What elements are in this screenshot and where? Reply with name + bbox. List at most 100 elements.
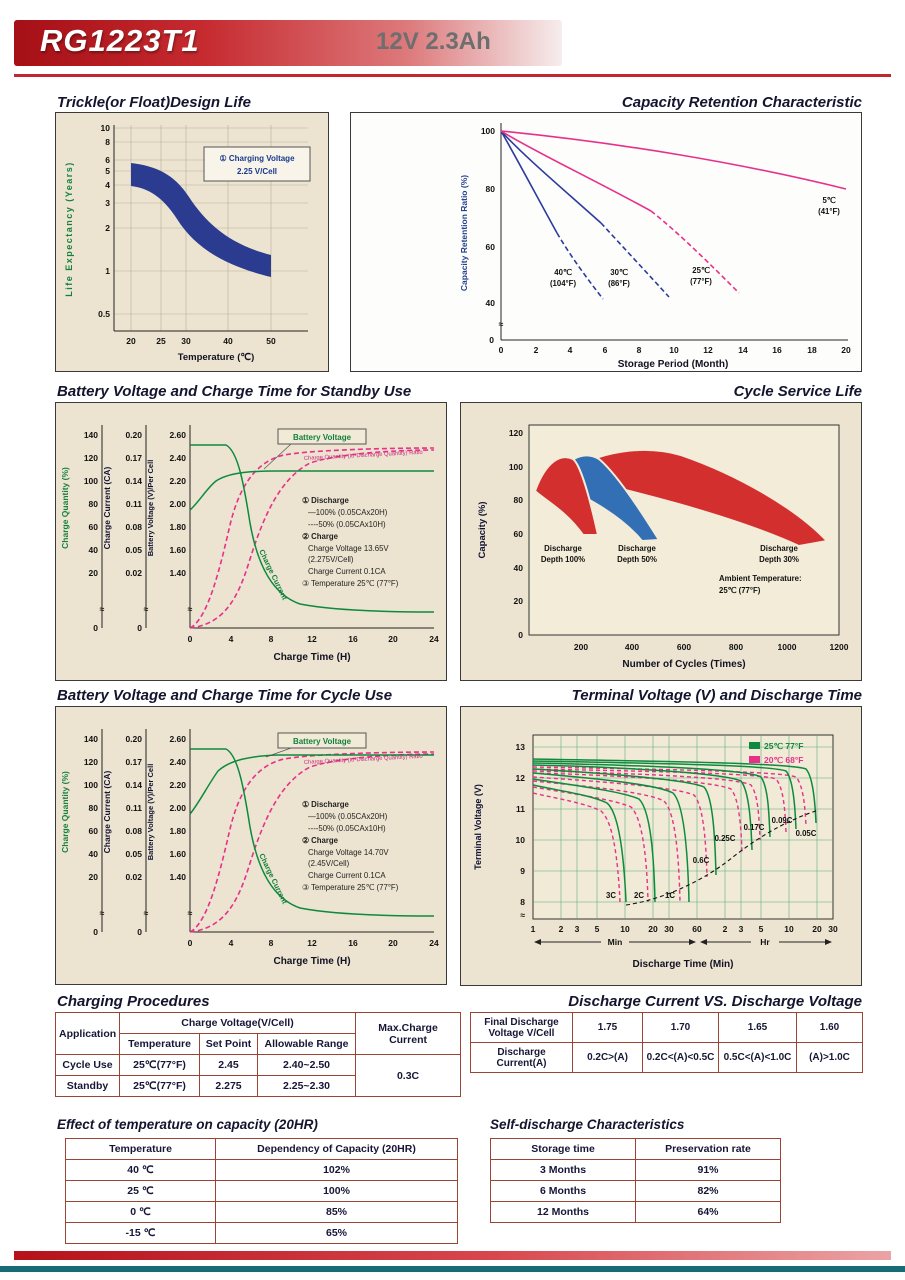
x-tick-label: 12 — [307, 938, 317, 948]
x-tick-label: 24 — [429, 938, 439, 948]
note-line: ① Discharge — [302, 496, 350, 505]
x-tick-label: 14 — [738, 345, 748, 355]
curve-30c-solid — [500, 130, 602, 224]
y-tick-label: 0.17 — [125, 453, 142, 463]
x-tick-label: 24 — [429, 634, 439, 644]
x-tick-label: 1 — [531, 924, 536, 934]
y-tick-label: 0.11 — [126, 499, 142, 509]
x-axis-label: Number of Cycles (Times) — [622, 659, 745, 670]
y-tick-label: 120 — [84, 453, 98, 463]
y-tick-labels: 120 100 80 60 40 20 0 — [509, 428, 523, 640]
x-tick-label: 1200 — [830, 642, 849, 652]
table-cell: 91% — [635, 1159, 781, 1181]
curve-25c-solid — [500, 130, 652, 212]
legend-label-20c: 20℃ 68°F — [764, 755, 803, 765]
y-axis-label: Capacity Retention Ratio (%) — [459, 175, 469, 291]
y-tick-label: 60 — [514, 529, 524, 539]
grid — [114, 125, 308, 331]
legend-line-1: ① Charging Voltage — [219, 154, 295, 163]
y-tick-label: 1 — [105, 266, 110, 276]
conditions-note: ① Discharge —100% (0.05CAx20H) ----50% (… — [302, 800, 399, 892]
design-life-svg: 10 8 6 5 4 3 2 1 0.5 20 25 30 40 50 Temp… — [64, 123, 311, 363]
axis-break: ≈ — [520, 910, 525, 920]
y-axis-label: Terminal Voltage (V) — [473, 784, 483, 870]
y-tick-label: 2.60 — [169, 430, 186, 440]
y-tick-label: 2.20 — [169, 780, 186, 790]
min-section-label: Min — [608, 937, 623, 947]
table-cell: 6 Months — [490, 1180, 636, 1202]
y-tick-label: 120 — [84, 757, 98, 767]
table-cell: 25 ℃ — [65, 1180, 216, 1202]
callout-line — [263, 443, 292, 470]
y-tick-label: 0.20 — [125, 430, 142, 440]
y-tick-label: 0.5 — [98, 309, 110, 319]
y-tick-label: 13 — [516, 742, 526, 752]
y-tick-label: 1.60 — [169, 545, 186, 555]
y-tick-label: 0.11 — [126, 803, 142, 813]
axis-break: ≈ — [144, 908, 149, 918]
terminal-voltage-chart: 3C 2C 1C 0.6C 0.25C 0.17C 0.09C 0.05C 13… — [460, 706, 862, 986]
table-row: 25 ℃ 100% — [65, 1180, 458, 1202]
table-cell: 100% — [215, 1180, 458, 1202]
rate-label: 0.05C — [796, 829, 817, 838]
x-tick-label: 0 — [188, 938, 193, 948]
y-tick-label: 40 — [89, 545, 99, 555]
x-tick-label: 400 — [625, 642, 639, 652]
y-tick-label: 0.08 — [125, 522, 142, 532]
table-cell: -15 ℃ — [65, 1222, 216, 1244]
note-line: —100% (0.05CAx20H) — [308, 812, 388, 821]
table-cell: 2.45 — [199, 1054, 258, 1076]
legend-swatch-25c — [749, 742, 760, 749]
y-tick-label: 11 — [516, 804, 525, 814]
x-tick-label: 60 — [692, 924, 702, 934]
table-cell: 1.60 — [796, 1012, 863, 1043]
conditions-note: ① Discharge —100% (0.05CAx20H) ----50% (… — [302, 496, 399, 588]
table-cell: Final Discharge Voltage V/Cell — [470, 1012, 573, 1043]
y-tick-label: 140 — [84, 430, 98, 440]
note-line: (2.45V/Cell) — [308, 859, 350, 868]
battery-voltage-label-box — [277, 732, 367, 749]
y-tick-label: 40 — [486, 298, 496, 308]
table-cell: 1.75 — [572, 1012, 643, 1043]
y-tick-label: 10 — [516, 835, 526, 845]
y-tick-label: 0.20 — [125, 734, 142, 744]
x-tick-label: 20 — [812, 924, 822, 934]
charge-quantity-100-curve — [189, 751, 435, 933]
model-name: RG1223T1 — [40, 23, 200, 58]
rate-label: 2C — [634, 891, 644, 900]
legend-swatch-20c — [749, 756, 760, 763]
y-tick-label: 2.60 — [169, 734, 186, 744]
current-axis-label: Charge Current (CA) — [102, 771, 112, 854]
series-label-30c: 30℃ — [610, 268, 628, 277]
y-tick-label: 0.08 — [125, 826, 142, 836]
depth-30-label: Depth 30% — [759, 555, 799, 564]
x-tick-label: 5 — [595, 924, 600, 934]
y-tick-label: 12 — [516, 773, 526, 783]
table-row: Cycle Use 25℃(77°F) 2.45 2.40~2.50 0.3C — [55, 1054, 462, 1097]
axis-break: ≈ — [100, 908, 105, 918]
x-tick-label: 8 — [637, 345, 642, 355]
x-tick-label: 0 — [188, 634, 193, 644]
rate-label: 0.6C — [693, 856, 710, 865]
discharge-curves-25c — [532, 758, 817, 903]
table-cell: 12 Months — [490, 1201, 636, 1223]
x-tick-label: 16 — [348, 938, 358, 948]
x-tick-label: 1000 — [778, 642, 797, 652]
battery-voltage-label-box — [277, 428, 367, 445]
x-tick-label: 4 — [229, 634, 234, 644]
cycle-service-life-chart: 120 100 80 60 40 20 0 200 400 600 800 10… — [460, 402, 862, 681]
cutoff-voltage-line — [625, 809, 820, 906]
x-tick-label: 2 — [559, 924, 564, 934]
y-tick-label: 0.05 — [125, 849, 142, 859]
title-charging-procedures: Charging Procedures — [57, 993, 210, 1010]
depth-100-label: Depth 100% — [541, 555, 585, 564]
curve-5c — [500, 130, 847, 190]
y-tick-label: 8 — [105, 137, 110, 147]
y-tick-label: 6 — [105, 155, 110, 165]
x-tick-label: 18 — [807, 345, 817, 355]
x-tick-label: 200 — [574, 642, 588, 652]
table-cell: Preservation rate — [635, 1138, 781, 1160]
x-tick-label: 5 — [759, 924, 764, 934]
x-tick-label: 10 — [669, 345, 679, 355]
charge-current-label: Charge Current — [257, 852, 289, 906]
